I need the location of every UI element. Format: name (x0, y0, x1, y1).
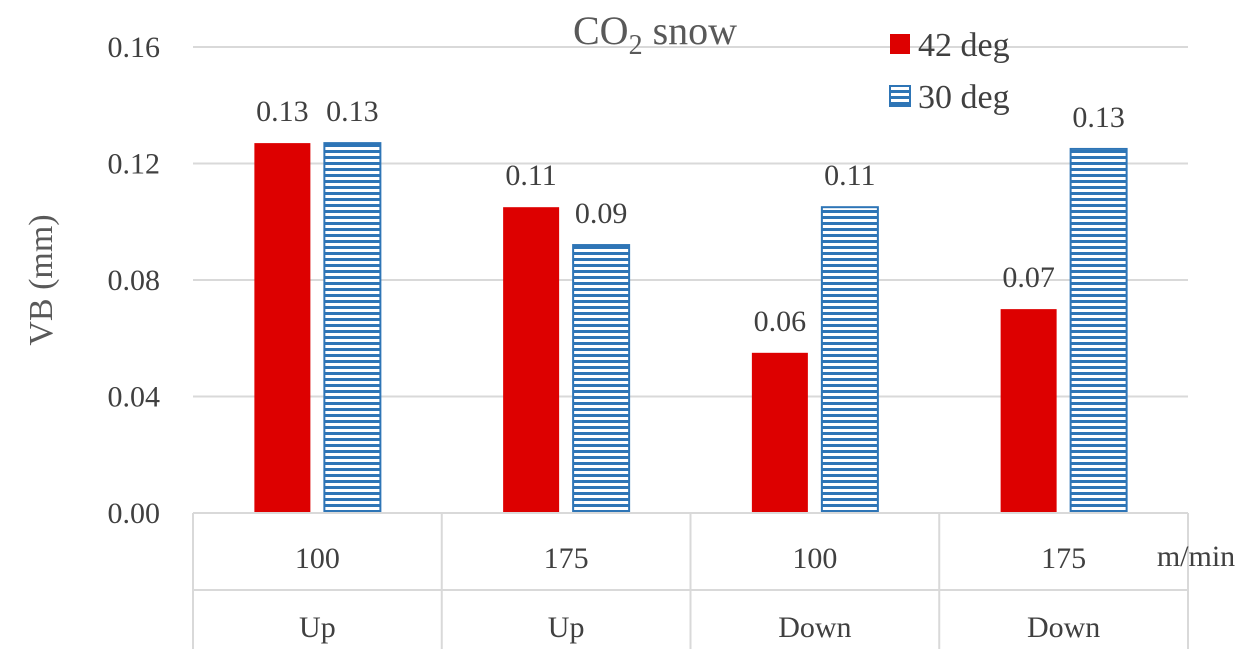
data-labels: 0.13 0.11 0.06 0.07 0.13 0.09 0.11 0.13 (256, 95, 1125, 338)
legend-label-30-deg: 30 deg (918, 79, 1010, 116)
x-category-direction: Up (299, 611, 336, 644)
data-label: 0.07 (1002, 261, 1055, 294)
data-label: 0.13 (326, 95, 379, 128)
y-tick-label: 0.04 (108, 381, 161, 414)
y-axis: 0.00 0.04 0.08 0.12 0.16 (108, 31, 161, 530)
x-category-direction: Down (1027, 611, 1100, 644)
data-label: 0.11 (824, 159, 875, 192)
x-category-speed: 100 (295, 542, 340, 575)
data-label: 0.13 (1072, 101, 1125, 134)
y-tick-label: 0.16 (108, 31, 161, 64)
bar-30-deg-2 (820, 206, 879, 514)
title-rest: snow (643, 8, 738, 53)
bar-42-deg-3 (1000, 309, 1057, 513)
x-axis-unit: m/min (1157, 540, 1235, 573)
chart-title: CO2 snow (573, 8, 737, 61)
data-label: 0.13 (256, 95, 309, 128)
data-label: 0.11 (505, 159, 556, 192)
title-main: CO (573, 8, 629, 53)
x-category-speed: 175 (1041, 542, 1086, 575)
legend-label-42-deg: 42 deg (918, 27, 1010, 64)
bar-30-deg-3 (1069, 147, 1128, 514)
x-category-direction: Up (548, 611, 585, 644)
data-label: 0.06 (754, 305, 807, 338)
title-subscript: 2 (629, 30, 643, 61)
x-axis: 100 Up 175 Up 100 Down 175 Down (192, 512, 1189, 649)
bar-30-deg-1 (572, 244, 631, 515)
y-tick-label: 0.08 (108, 264, 161, 297)
y-tick-label: 0.12 (108, 148, 161, 181)
bars (254, 142, 1128, 515)
bar-42-deg-0 (254, 143, 311, 514)
y-axis-label: VB (mm) (23, 214, 60, 345)
y-tick-label: 0.00 (108, 497, 161, 530)
x-category-speed: 100 (792, 542, 837, 575)
legend-swatch-30-deg (889, 85, 911, 107)
x-category-speed: 175 (544, 542, 589, 575)
data-label: 0.09 (575, 197, 628, 230)
x-category-direction: Down (778, 611, 851, 644)
bar-42-deg-1 (503, 207, 560, 513)
bar-42-deg-2 (751, 352, 808, 513)
legend: 42 deg 30 deg (889, 27, 1010, 116)
legend-swatch-42-deg (890, 34, 910, 54)
bar-30-deg-0 (323, 142, 382, 515)
